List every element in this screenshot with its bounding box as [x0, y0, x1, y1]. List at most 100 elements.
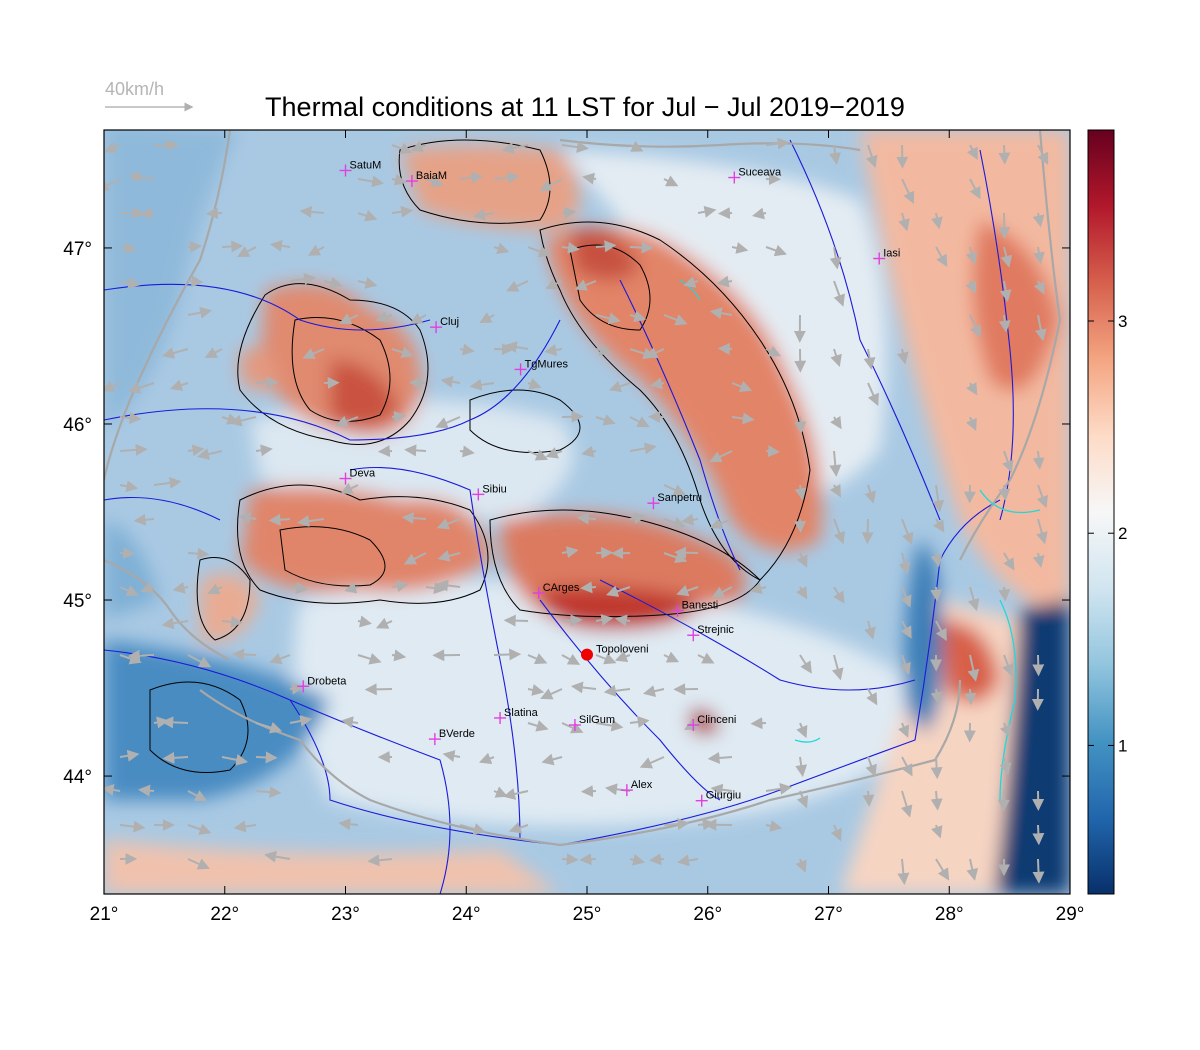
wind-arrow: [501, 142, 529, 154]
wind-arrow: [544, 344, 563, 356]
city-label: TgMures: [525, 358, 569, 370]
wind-arrow: [765, 820, 783, 832]
figure-title: Thermal conditions at 11 LST for Jul − J…: [265, 92, 905, 122]
wind-arrow: [999, 280, 1012, 303]
wind-arrow: [796, 552, 808, 568]
wind-arrow: [119, 241, 138, 254]
wind-arrow: [900, 620, 912, 639]
wind-arrow: [697, 205, 717, 218]
wind-arrow: [459, 445, 475, 458]
city-giurgiu: Giurgiu: [695, 790, 741, 807]
wind-arrow: [1000, 246, 1013, 268]
wind-arrow: [119, 480, 139, 493]
wind-arrow: [221, 240, 244, 253]
wind-arrow: [932, 484, 945, 513]
wind-arrow: [161, 716, 189, 729]
wind-arrow: [187, 790, 208, 802]
x-tick-label: 21°: [90, 904, 119, 925]
wind-arrow: [935, 246, 948, 268]
wind-arrow: [731, 380, 753, 393]
highlight-dot: [581, 648, 593, 661]
wind-arrow: [391, 649, 407, 662]
wind-arrow: [964, 688, 977, 706]
wind-arrow: [866, 144, 878, 168]
wind-arrow: [796, 722, 808, 739]
wind-arrow: [967, 654, 980, 682]
wind-arrow: [595, 653, 617, 665]
wind-arrow: [629, 716, 650, 728]
colorbar-label: 2: [1118, 524, 1127, 543]
wind-arrow: [765, 782, 793, 795]
wind-arrow: [561, 546, 579, 559]
wind-arrow: [605, 585, 631, 597]
city-clinceni: Clinceni: [687, 714, 736, 732]
wind-arrow: [1033, 280, 1045, 295]
wind-arrow: [1032, 246, 1045, 265]
colorbar-label: 1: [1118, 736, 1127, 755]
city-suceava: Suceava: [728, 167, 782, 184]
wind-arrow: [410, 140, 427, 153]
wind-arrow: [751, 207, 767, 220]
wind-arrow: [831, 654, 844, 681]
y-tick-label: 44°: [63, 767, 92, 788]
wind-arrow: [459, 343, 475, 356]
wind-arrow: [862, 790, 875, 807]
wind-arrow: [187, 654, 212, 668]
wind-arrow: [663, 314, 688, 326]
wind-arrow: [197, 448, 223, 460]
wind-arrow: [639, 756, 665, 769]
wind-arrow: [999, 722, 1011, 738]
wind-arrow: [645, 347, 665, 359]
wind-arrow: [236, 246, 257, 258]
city-label: CArges: [543, 582, 580, 594]
wind-arrow: [580, 581, 597, 594]
wind-arrow: [561, 853, 579, 866]
wind-arrow: [104, 178, 121, 191]
wind-arrow: [340, 482, 359, 494]
wind-arrow: [187, 547, 210, 560]
wind-arrow: [289, 581, 309, 594]
wind-arrow: [376, 617, 393, 629]
wind-arrow: [643, 685, 665, 697]
wind-arrow: [541, 753, 563, 766]
wind-arrow: [603, 684, 631, 697]
wind-arrow: [335, 415, 359, 427]
wind-arrow: [493, 648, 522, 661]
wind-arrow: [1036, 518, 1048, 545]
wind-arrow: [1032, 212, 1045, 228]
wind-arrow: [187, 306, 213, 319]
wind-arrow: [545, 447, 563, 459]
wind-arrow: [930, 552, 943, 568]
wind-arrow: [1036, 484, 1048, 509]
wind-arrow: [731, 412, 755, 425]
wind-arrow: [711, 586, 733, 598]
wind-arrow: [863, 348, 876, 370]
wind-arrow: [595, 719, 624, 732]
wind-arrow: [307, 244, 325, 256]
wind-arrow: [391, 205, 414, 218]
wind-arrow: [469, 378, 495, 391]
y-axis: 44° 45° 46° 47°: [63, 239, 1070, 788]
wind-arrow: [969, 178, 981, 200]
wind-arrow: [901, 518, 914, 546]
wind-arrow: [119, 547, 136, 560]
city-label: Iasi: [883, 248, 900, 260]
wind-arrow: [289, 682, 304, 695]
wind-arrow: [162, 751, 189, 764]
wind-arrow: [401, 512, 427, 525]
wind-arrow: [898, 722, 910, 738]
wind-arrow: [527, 449, 549, 461]
wind-arrow: [128, 171, 155, 183]
wind-arrow: [965, 416, 977, 432]
wind-arrow: [629, 140, 644, 152]
wind-arrow: [340, 716, 359, 729]
wind-arrow: [999, 756, 1012, 776]
highlight-point: Topoloveni: [581, 644, 649, 661]
y-tick-label: 47°: [63, 239, 92, 260]
wind-arrow: [207, 583, 223, 595]
wind-arrow: [595, 344, 612, 356]
city-baiam: BaiaM: [405, 170, 447, 188]
wind-arrow: [629, 310, 647, 323]
